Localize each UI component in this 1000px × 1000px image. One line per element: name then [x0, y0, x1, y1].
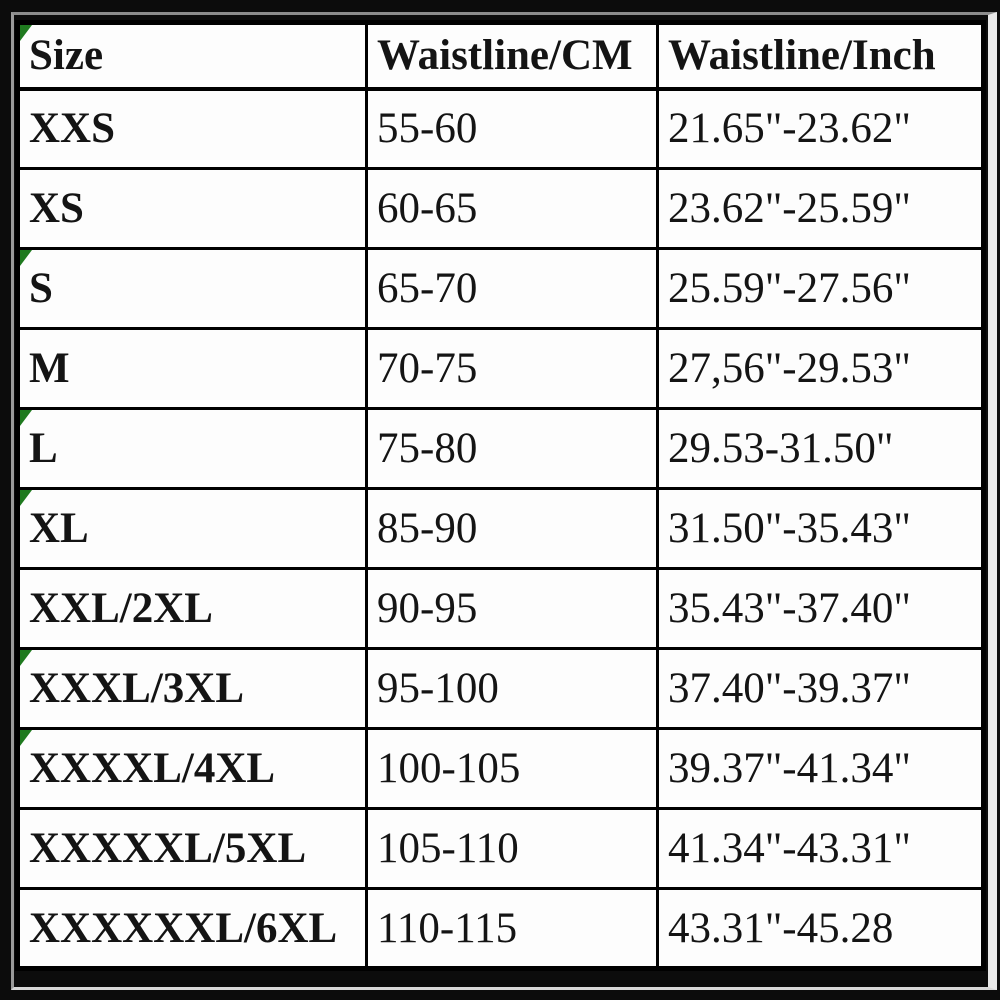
waistline-inch-cell: 29.53-31.50": [656, 407, 985, 490]
size-cell: XXXXXXL/6XL: [16, 887, 368, 970]
waistline-inch-cell-text: 27,56"-29.53": [668, 345, 911, 392]
cell-corner-marker-icon: [20, 411, 32, 426]
waistline-inch-cell: 39.37"-41.34": [656, 727, 985, 810]
size-cell-text: XXXL/3XL: [29, 665, 245, 712]
size-cell: L: [16, 407, 368, 490]
waistline-inch-cell: 25.59"-27.56": [656, 247, 985, 330]
waistline-inch-cell-text: 25.59"-27.56": [668, 265, 911, 312]
waistline-inch-cell-text: 37.40"-39.37": [668, 665, 911, 712]
waistline-inch-cell-text: 29.53-31.50": [668, 425, 894, 472]
waistline-cm-cell-text: 60-65: [377, 185, 478, 232]
waistline-cm-cell: 75-80: [365, 407, 659, 490]
header-size-label: Size: [29, 32, 104, 80]
size-cell-text: M: [29, 345, 70, 392]
table-row: XXXL/3XL 95-100 37.40"-39.37": [16, 647, 985, 730]
waistline-cm-cell-text: 90-95: [377, 585, 478, 632]
size-cell: XXXXL/4XL: [16, 727, 368, 810]
waistline-cm-cell: 110-115: [365, 887, 659, 970]
size-cell-text: XXS: [29, 105, 116, 153]
waistline-cm-cell-text: 85-90: [377, 505, 478, 552]
size-cell-text: XXXXXXL/6XL: [29, 904, 338, 952]
size-cell: M: [16, 327, 368, 410]
waistline-inch-cell: 41.34"-43.31": [656, 807, 985, 890]
waistline-cm-cell: 95-100: [365, 647, 659, 730]
size-cell-text: L: [29, 425, 58, 472]
waistline-cm-cell: 70-75: [365, 327, 659, 410]
size-cell: S: [16, 247, 368, 330]
waistline-cm-cell-text: 105-110: [377, 825, 519, 872]
table-body: XXS 55-60 21.65"-23.62" XS 60-65 23.62"-25.59…: [16, 87, 985, 970]
waistline-inch-cell-text: 31.50"-35.43": [668, 505, 911, 552]
cell-corner-marker-icon: [20, 251, 32, 266]
waistline-inch-cell-text: 23.62"-25.59": [668, 185, 911, 232]
header-size: Size: [16, 21, 368, 91]
size-cell: XS: [16, 167, 368, 250]
waistline-cm-cell: 90-95: [365, 567, 659, 650]
waistline-inch-cell: 35.43"-37.40": [656, 567, 985, 650]
size-cell: XXL/2XL: [16, 567, 368, 650]
waistline-cm-cell: 55-60: [365, 87, 659, 170]
waistline-cm-cell-text: 95-100: [377, 665, 499, 712]
table-row: XXS 55-60 21.65"-23.62": [16, 87, 985, 170]
waistline-cm-cell-text: 65-70: [377, 265, 478, 312]
header-waistline-inch-label: Waistline/Inch: [668, 32, 936, 80]
table-row: L 75-80 29.53-31.50": [16, 407, 985, 490]
table-row: XL 85-90 31.50"-35.43": [16, 487, 985, 570]
cell-corner-marker-icon: [20, 491, 32, 506]
waistline-inch-cell-text: 21.65"-23.62": [668, 105, 911, 153]
table-row: S 65-70 25.59"-27.56": [16, 247, 985, 330]
size-cell-text: XS: [29, 185, 84, 232]
waistline-inch-cell-text: 39.37"-41.34": [668, 745, 911, 792]
size-cell: XL: [16, 487, 368, 570]
size-cell-text: XL: [29, 505, 89, 552]
size-cell: XXXL/3XL: [16, 647, 368, 730]
cell-corner-marker-icon: [20, 651, 32, 666]
waistline-cm-cell-text: 75-80: [377, 425, 478, 472]
table-outline: [11, 12, 997, 990]
waistline-inch-cell-text: 43.31"-45.28: [668, 904, 894, 952]
waistline-inch-cell: 27,56"-29.53": [656, 327, 985, 410]
waistline-cm-cell: 85-90: [365, 487, 659, 570]
table-row: XXXXXL/5XL 105-110 41.34"-43.31": [16, 807, 985, 890]
table-row: XXL/2XL 90-95 35.43"-37.40": [16, 567, 985, 650]
waistline-inch-cell: 21.65"-23.62": [656, 87, 985, 170]
table-row: XXXXXXL/6XL 110-115 43.31"-45.28: [16, 887, 985, 970]
header-waistline-cm-label: Waistline/CM: [377, 32, 633, 80]
waistline-inch-cell: 23.62"-25.59": [656, 167, 985, 250]
cell-corner-marker-icon: [20, 25, 32, 41]
size-cell: XXS: [16, 87, 368, 170]
waistline-inch-cell: 43.31"-45.28: [656, 887, 985, 970]
size-cell: XXXXXL/5XL: [16, 807, 368, 890]
size-cell-text: XXL/2XL: [29, 585, 213, 632]
header-waistline-inch: Waistline/Inch: [656, 21, 985, 91]
header-waistline-cm: Waistline/CM: [365, 21, 659, 91]
table-row: XXXXL/4XL 100-105 39.37"-41.34": [16, 727, 985, 810]
cell-corner-marker-icon: [20, 731, 32, 746]
waistline-cm-cell: 65-70: [365, 247, 659, 330]
waistline-cm-cell: 100-105: [365, 727, 659, 810]
waistline-cm-cell-text: 100-105: [377, 745, 521, 792]
waistline-inch-cell: 37.40"-39.37": [656, 647, 985, 730]
waistline-inch-cell: 31.50"-35.43": [656, 487, 985, 570]
size-cell-text: S: [29, 265, 53, 312]
waistline-inch-cell-text: 35.43"-37.40": [668, 585, 911, 632]
size-cell-text: XXXXXL/5XL: [29, 825, 307, 872]
table-row: M 70-75 27,56"-29.53": [16, 327, 985, 410]
size-chart-table: Size Waistline/CM Waistline/Inch XXS 55-6…: [15, 20, 986, 971]
waistline-cm-cell: 60-65: [365, 167, 659, 250]
table-row: XS 60-65 23.62"-25.59": [16, 167, 985, 250]
header-row: Size Waistline/CM Waistline/Inch: [16, 21, 985, 91]
waistline-inch-cell-text: 41.34"-43.31": [668, 825, 911, 872]
waistline-cm-cell-text: 110-115: [377, 904, 518, 952]
waistline-cm-cell-text: 70-75: [377, 345, 478, 392]
size-cell-text: XXXXL/4XL: [29, 745, 276, 792]
waistline-cm-cell-text: 55-60: [377, 105, 478, 153]
waistline-cm-cell: 105-110: [365, 807, 659, 890]
